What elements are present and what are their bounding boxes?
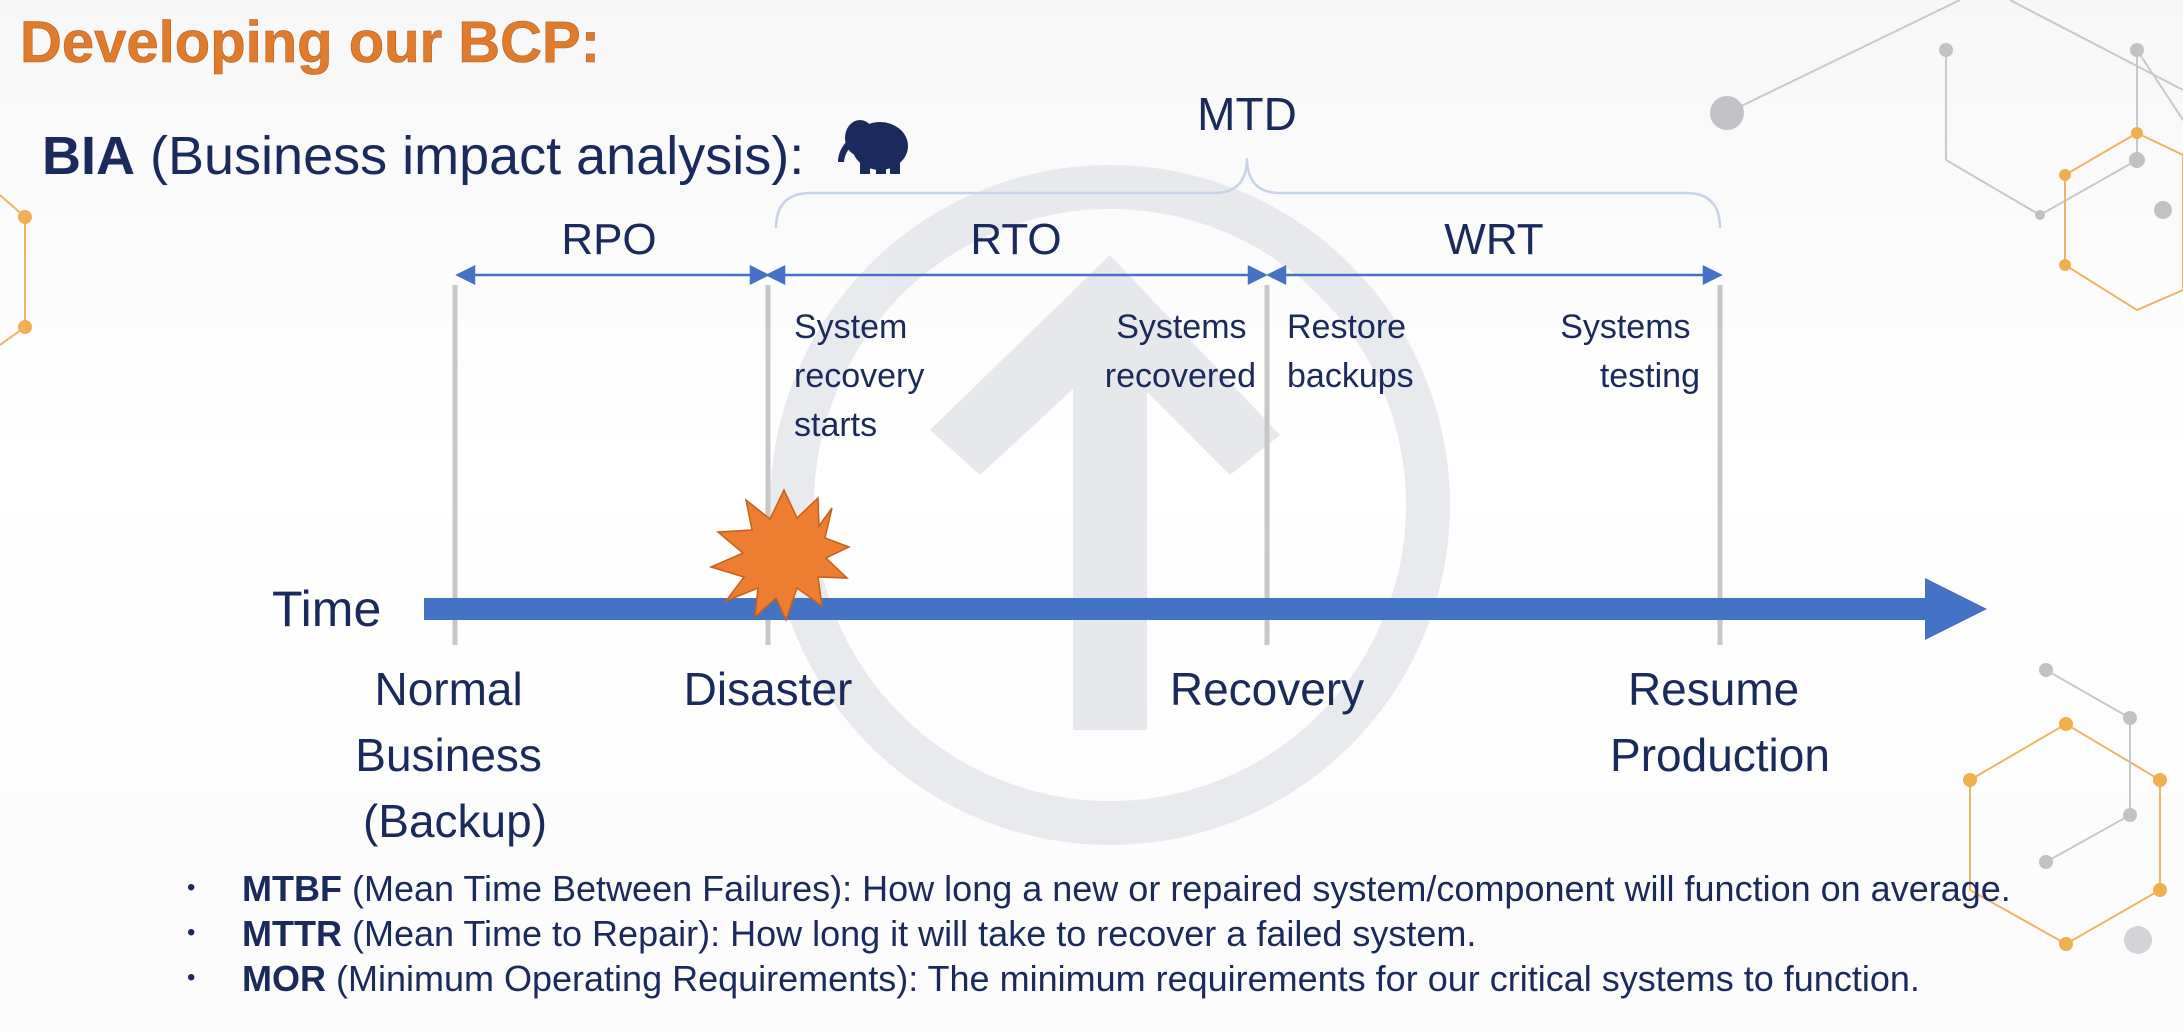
network-nodes-top-right [1710, 43, 2172, 220]
bullet-mttr: MTTR (Mean Time to Repair): How long it … [187, 910, 2180, 956]
slide-title: Developing our BCP: [20, 10, 600, 75]
mtd-bracket [774, 157, 1722, 229]
subtitle-bold: BIA [42, 126, 135, 186]
note-systems-recovered: Systems recovered [1105, 308, 1256, 395]
definition-list: MTBF (Mean Time Between Failures): How l… [187, 865, 2180, 1001]
elephant-icon [838, 120, 908, 174]
watermark-logo [770, 165, 1450, 845]
subtitle-rest: (Business impact analysis): [135, 126, 804, 186]
time-label: Time [272, 581, 381, 637]
disaster-burst-icon [708, 488, 851, 623]
rpo-label: RPO [561, 215, 656, 264]
hexagon-decoration-left [0, 194, 32, 346]
mtd-label: MTD [1197, 88, 1297, 140]
milestone-normal-business: Normal Business (Backup) [355, 663, 554, 847]
bullet-mor: MOR (Minimum Operating Requirements): Th… [187, 955, 2180, 1001]
bullet-text: (Mean Time Between Failures): How long a… [341, 868, 2011, 909]
wrt-label: WRT [1444, 215, 1543, 264]
rto-label: RTO [970, 215, 1061, 264]
network-decoration-top-right [1726, 0, 2183, 216]
hexagon-decoration-right [1969, 131, 2183, 946]
milestone-recovery: Recovery [1170, 663, 1364, 715]
subtitle: BIA (Business impact analysis): [42, 126, 804, 186]
note-systems-testing: Systems testing [1560, 308, 1700, 395]
note-system-recovery-starts: System recovery starts [794, 308, 934, 444]
rpo-span-arrow [455, 264, 770, 286]
milestone-resume-production: Resume Production [1610, 663, 1830, 781]
wrt-span-arrow [1266, 264, 1723, 286]
milestone-disaster: Disaster [684, 663, 853, 715]
rto-span-arrow [765, 264, 1268, 286]
bullet-text: (Minimum Operating Requirements): The mi… [326, 958, 1920, 999]
bullet-mtbf: MTBF (Mean Time Between Failures): How l… [187, 865, 2180, 911]
timeline-arrow [424, 578, 1987, 640]
note-restore-backups: Restore backups [1287, 308, 1416, 395]
bullet-text: (Mean Time to Repair): How long it will … [341, 913, 1477, 954]
bullet-term: MTBF [242, 868, 342, 909]
bullet-term: MOR [242, 958, 326, 999]
bullet-term: MTTR [242, 913, 342, 954]
